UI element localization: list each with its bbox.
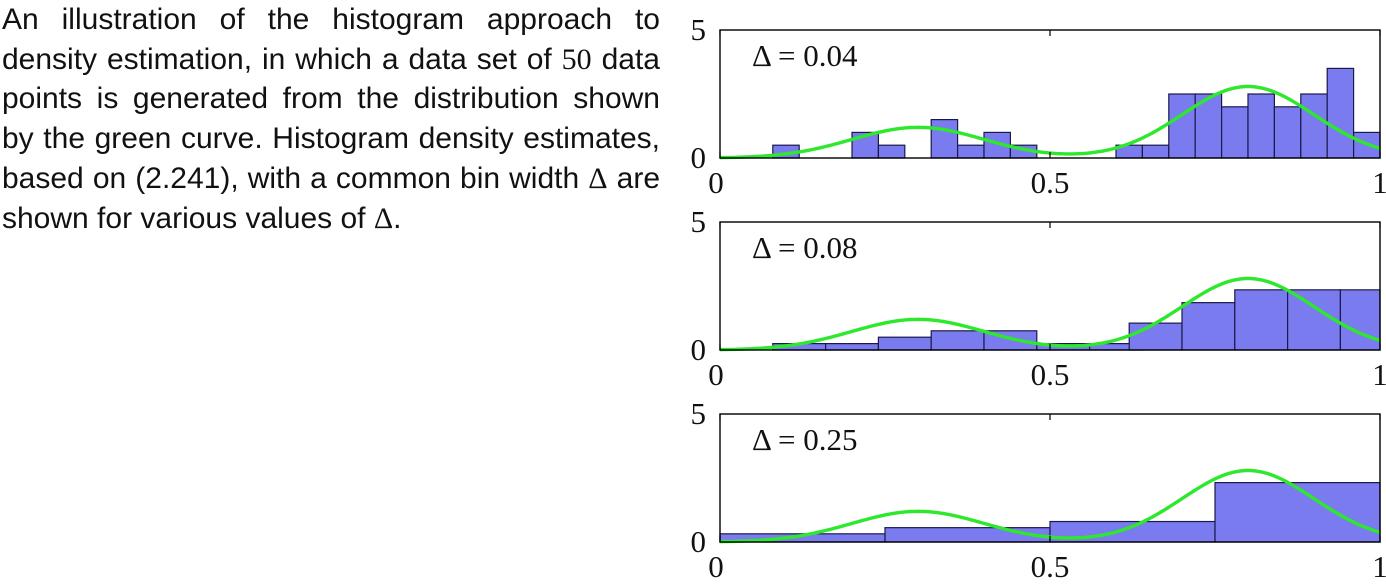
caption-text-4: . (393, 201, 402, 235)
histogram-panel: 0 0.5 1 0 5 Δ = 0.08 (691, 204, 1386, 392)
histogram-bar (1220, 106, 1249, 159)
caption-text-1: An illustration of the histogram approac… (2, 3, 660, 76)
y-tick-label: 0 (691, 332, 707, 367)
histogram-bar (877, 144, 906, 159)
histogram-bar (1168, 93, 1196, 159)
caption-text-2: data points is generated from the distri… (2, 42, 660, 195)
bin-width-label: Δ = 0.04 (752, 38, 858, 73)
histogram-bar (1128, 322, 1183, 351)
y-tick-label: 5 (691, 396, 707, 431)
histogram-bar (930, 330, 985, 351)
histogram-bar (877, 336, 932, 351)
histogram-bar (1339, 289, 1381, 351)
x-tick-label: 0 (708, 165, 724, 200)
histogram-bar (1141, 144, 1170, 159)
histogram-panel: 0 0.5 1 0 5 Δ = 0.04 (691, 12, 1386, 200)
x-tick-label: 0.5 (1031, 357, 1070, 392)
histogram-bar (1181, 302, 1236, 351)
histogram-bar (983, 131, 1011, 159)
histogram-bar (1273, 106, 1302, 159)
histogram-bar (1326, 67, 1355, 159)
histogram-bar (1300, 93, 1328, 159)
y-tick-label: 0 (691, 524, 707, 559)
x-tick-label: 1 (1372, 549, 1386, 584)
histogram-bar (824, 343, 879, 351)
histogram-panel: 0 0.5 1 0 5 Δ = 0.25 (691, 396, 1386, 584)
x-tick-label: 0.5 (1031, 165, 1070, 200)
caption-delta-symbol-2: Δ (373, 201, 394, 235)
y-tick-label: 0 (691, 140, 707, 175)
x-tick-label: 0.5 (1031, 549, 1070, 584)
caption-delta-symbol: Δ (588, 161, 608, 195)
histogram-bar (1247, 93, 1275, 159)
caption-sample-size: 50 (561, 42, 592, 76)
y-tick-label: 5 (691, 12, 707, 47)
x-tick-label: 1 (1372, 357, 1386, 392)
bin-width-label: Δ = 0.08 (752, 230, 857, 265)
figure-caption: An illustration of the histogram approac… (2, 0, 660, 238)
caption-text-3: are shown for various values of (2, 161, 660, 235)
x-tick-label: 0 (708, 357, 724, 392)
histogram-bar (1214, 482, 1381, 543)
y-tick-label: 5 (691, 204, 707, 239)
histogram-bar (956, 144, 985, 159)
bin-width-label: Δ = 0.25 (752, 422, 857, 457)
x-tick-label: 1 (1372, 165, 1386, 200)
x-tick-label: 0 (708, 549, 724, 584)
histogram-bar (930, 118, 959, 159)
histogram-bar (1234, 289, 1289, 351)
